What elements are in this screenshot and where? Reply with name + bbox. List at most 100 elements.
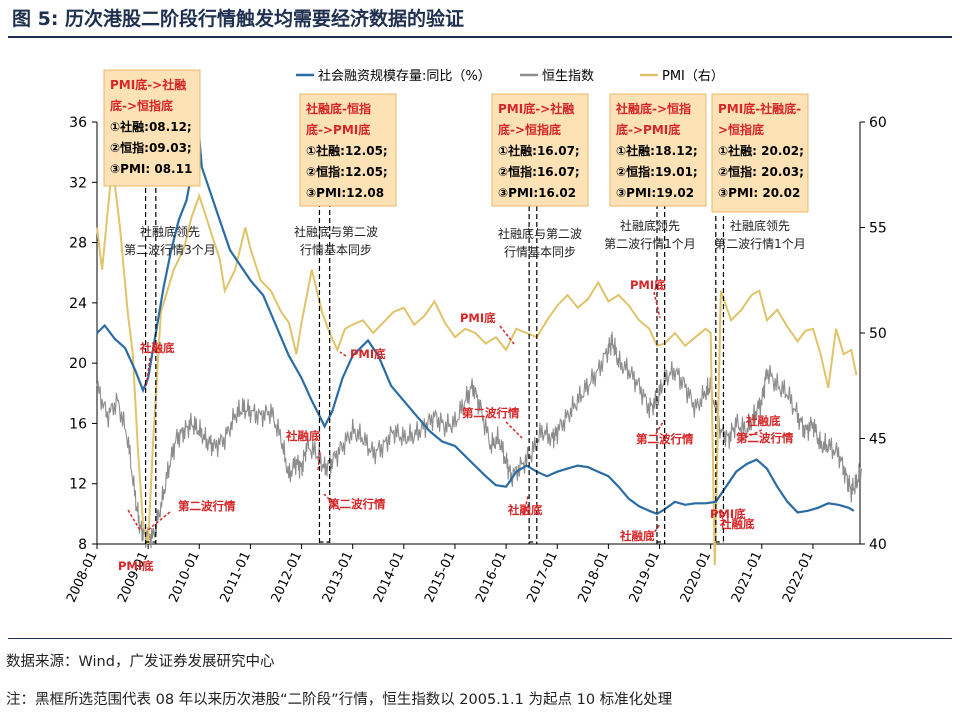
red-annotation: 社融底: [285, 429, 321, 443]
x-tick-label: 2018-01: [575, 549, 612, 605]
phase-label-line: 行情基本同步: [504, 245, 576, 259]
y-right-tick-label: 55: [869, 221, 887, 237]
red-arrow: [655, 419, 665, 435]
red-annotation: 社融底: [619, 529, 655, 543]
phase-label-line: 社融底领先: [620, 218, 680, 233]
y-left-tick-label: 28: [69, 236, 87, 252]
y-right-tick-label: 45: [869, 432, 887, 448]
y-left-tick-label: 8: [78, 537, 87, 553]
x-tick-label: 2012-01: [269, 549, 306, 605]
phase-label-line: 社融底与第二波: [498, 226, 582, 241]
legend-label: 恒生指数: [542, 69, 594, 84]
x-tick-label: 2022-01: [780, 549, 817, 605]
info-box: [711, 93, 809, 213]
red-arrow: [339, 351, 347, 357]
y-left-tick-label: 32: [69, 175, 87, 191]
x-tick-label: 2021-01: [729, 549, 766, 605]
info-box: [299, 93, 397, 207]
info-box-line: ③PMI:16.02: [498, 186, 576, 200]
info-box-line: ①社融:18.12;: [616, 143, 698, 158]
info-box-line: ③PMI: 20.02: [718, 186, 800, 200]
info-box: [491, 93, 589, 207]
title-rule: [8, 36, 952, 38]
info-box-line: ②恒指:12.05;: [306, 164, 388, 179]
x-tick-label: 2010-01: [166, 549, 203, 605]
x-tick-label: 2008-01: [64, 549, 101, 605]
y-left-tick-label: 36: [69, 115, 87, 131]
red-annotation: PMI底: [630, 278, 666, 292]
footer-rule: [8, 638, 952, 639]
data-source: 数据来源：Wind，广发证券发展研究中心: [6, 654, 275, 670]
info-box-line: ③PMI: 08.11: [110, 162, 192, 176]
phase-label-line: 行情基本同步: [300, 243, 372, 257]
info-box-line: ②恒指:19.01;: [616, 164, 698, 179]
red-arrow: [145, 357, 151, 389]
red-annotation: 社融底: [507, 503, 543, 517]
y-right-tick-label: 50: [869, 326, 887, 342]
red-annotation: 第二波行情: [178, 499, 236, 513]
y-left-tick-label: 16: [69, 416, 87, 432]
chart-svg: 8 12 16 20 24 28 32 36 40 45 50 55 60 2008-01 2009-01 2…: [64, 68, 887, 605]
series-pmi-line: [96, 164, 858, 566]
red-annotation: PMI底: [460, 311, 496, 325]
info-box-line: ②恒指:16.07;: [498, 164, 580, 179]
x-tick-label: 2011-01: [217, 549, 254, 605]
phase-label-line: 第二波行情1个月: [714, 237, 806, 251]
info-box-line: ③PMI:19.02: [616, 186, 694, 200]
red-annotation: 第二波行情: [736, 431, 794, 445]
y-left-tick-label: 24: [69, 296, 87, 312]
phase-label-line: 社融底领先: [730, 218, 790, 233]
red-arrow: [317, 451, 321, 471]
info-box: [609, 93, 707, 207]
legend-label: PMI（右）: [662, 69, 724, 84]
red-annotation: 社融底: [745, 414, 781, 428]
x-tick-label: 2016-01: [473, 549, 510, 605]
x-tick-label: 2020-01: [678, 549, 715, 605]
red-annotation: PMI底: [710, 507, 746, 521]
series-hsi-line: [96, 331, 863, 549]
red-arrow: [717, 509, 727, 523]
x-tick-label: 2014-01: [371, 549, 408, 605]
info-box-line: 底->PMI底: [306, 122, 370, 137]
info-box-line: 社融底->恒指: [615, 101, 691, 116]
figure-title: 图 5: 历次港股二阶段行情触发均需要经济数据的验证: [12, 8, 465, 30]
info-box-line: ①社融:12.05;: [306, 143, 388, 158]
red-arrow: [651, 523, 661, 537]
x-tick-label: 2017-01: [524, 549, 561, 605]
phase-label-line: 社融底领先: [140, 224, 200, 239]
red-arrow: [523, 495, 529, 515]
info-box-line: ③PMI:12.08: [306, 186, 384, 200]
info-box-line: 底->PMI底: [616, 122, 680, 137]
red-annotation: PMI底: [118, 559, 154, 573]
red-arrow: [323, 493, 341, 511]
info-box-line: ②恒指: 20.03;: [718, 164, 804, 179]
x-tick-label: 2009-01: [115, 549, 152, 605]
x-tick-label: 2015-01: [422, 549, 459, 605]
red-annotation: 社融底: [719, 517, 755, 531]
x-tick-label: 2013-01: [320, 549, 357, 605]
x-tick-label: 2019-01: [627, 549, 664, 605]
info-box-line: 底->恒指底: [498, 122, 561, 137]
info-box-line: ①社融:08.12;: [110, 119, 192, 134]
red-arrow: [499, 325, 515, 345]
red-arrow: [739, 429, 763, 441]
red-arrow: [653, 291, 661, 319]
y-left-tick-label: 20: [69, 356, 87, 372]
red-annotation: 第二波行情: [636, 432, 694, 446]
red-arrow: [127, 509, 141, 531]
y-right-tick-label: 40: [869, 537, 887, 553]
info-box-line: ②恒指:09.03;: [110, 140, 192, 155]
info-box-line: PMI底->社融: [498, 101, 574, 116]
red-annotation: PMI底: [350, 347, 386, 361]
red-annotation: 社融底: [139, 341, 175, 355]
info-box-line: >恒指底: [718, 122, 764, 137]
info-box-line: ①社融: 20.02;: [718, 143, 804, 158]
info-box: [103, 69, 201, 187]
phase-label-line: 第二波行情3个月: [124, 243, 216, 257]
y-right-tick-label: 60: [869, 115, 887, 131]
info-box-line: PMI底-社融底-: [718, 101, 801, 116]
info-box-line: ①社融:16.07;: [498, 143, 580, 158]
red-arrow: [505, 421, 523, 439]
info-box-line: PMI底->社融: [110, 77, 186, 92]
info-box-line: 社融底-恒指: [305, 101, 371, 116]
